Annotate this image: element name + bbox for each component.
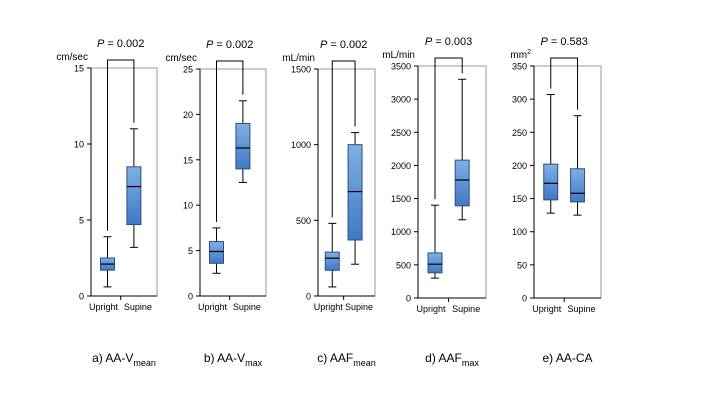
- box-upright: [209, 227, 224, 274]
- y-tick-label: 200: [512, 161, 527, 171]
- y-tick-label: 0: [79, 292, 84, 302]
- significance-bracket: [331, 60, 356, 218]
- x-tick-label: Upright: [89, 302, 119, 312]
- box-iqr: [126, 166, 142, 226]
- x-tick-label: Supine: [233, 302, 261, 312]
- y-tick-label: 250: [512, 128, 527, 138]
- y-tick-label: 10: [74, 140, 84, 150]
- x-tick-label: Supine: [452, 304, 480, 314]
- y-tick-label: 350: [512, 62, 527, 72]
- y-tick-label: 5: [79, 216, 84, 226]
- box-upright: [324, 222, 340, 288]
- panel-caption: c) AAFmean: [317, 351, 376, 368]
- box-iqr: [347, 144, 363, 241]
- p-value-label: P = 0.002: [97, 38, 144, 50]
- y-tick-label: 2500: [391, 128, 411, 138]
- significance-bracket: [550, 57, 579, 110]
- panel-caption: e) AA-CA: [542, 351, 592, 365]
- y-tick-label: 1500: [391, 194, 411, 204]
- x-tick-label: Supine: [345, 302, 373, 312]
- y-tick-label: 0: [188, 292, 193, 302]
- panel-caption: a) AA-Vmean: [92, 351, 156, 368]
- x-tick-label: Upright: [314, 302, 344, 312]
- y-axis-label: cm/sec: [165, 53, 197, 64]
- box-supine: [454, 78, 470, 221]
- y-axis-label: mL/min: [382, 50, 415, 61]
- x-tick-label: Upright: [198, 302, 228, 312]
- box-iqr: [235, 122, 251, 170]
- box-supine: [235, 100, 251, 183]
- box-supine: [347, 132, 363, 265]
- y-tick-label: 500: [396, 260, 411, 270]
- y-tick-label: 15: [183, 155, 193, 165]
- box-iqr: [324, 251, 340, 271]
- y-tick-label: 500: [296, 216, 311, 226]
- y-tick-label: 1000: [391, 227, 411, 237]
- p-value-label: P = 0.583: [540, 36, 587, 48]
- y-tick-label: 150: [512, 194, 527, 204]
- panel-caption: b) AA-Vmax: [204, 351, 263, 368]
- box-iqr: [427, 252, 443, 274]
- box-supine: [570, 115, 586, 216]
- y-tick-label: 2000: [391, 161, 411, 171]
- y-tick-label: 15: [74, 64, 84, 74]
- x-tick-label: Upright: [532, 304, 562, 314]
- significance-bracket: [216, 60, 244, 222]
- y-tick-label: 1500: [291, 65, 311, 75]
- y-tick-label: 3500: [391, 62, 411, 72]
- y-tick-label: 0: [522, 294, 527, 304]
- x-tick-label: Supine: [124, 302, 152, 312]
- box-supine: [126, 128, 142, 248]
- y-tick-label: 300: [512, 95, 527, 105]
- y-tick-label: 0: [306, 292, 311, 302]
- p-value-label: P = 0.003: [425, 36, 472, 48]
- y-tick-label: 10: [183, 201, 193, 211]
- y-tick-label: 0: [406, 294, 411, 304]
- y-tick-label: 25: [183, 65, 193, 75]
- p-value-label: P = 0.002: [320, 39, 367, 51]
- y-tick-label: 100: [512, 227, 527, 237]
- y-tick-label: 5: [188, 246, 193, 256]
- significance-bracket: [434, 57, 463, 200]
- y-tick-label: 3000: [391, 95, 411, 105]
- box-upright: [100, 236, 115, 288]
- y-axis-label: mm2: [510, 49, 531, 61]
- box-iqr: [209, 241, 224, 264]
- panel-caption: d) AAFmax: [425, 351, 479, 368]
- box-upright: [543, 94, 559, 214]
- x-tick-label: Upright: [416, 304, 446, 314]
- box-upright: [427, 204, 443, 279]
- box-iqr: [454, 159, 470, 207]
- y-tick-label: 50: [517, 260, 527, 270]
- y-tick-label: 1000: [291, 140, 311, 150]
- y-tick-label: 20: [183, 110, 193, 120]
- x-tick-label: Supine: [568, 304, 596, 314]
- box-iqr: [570, 168, 586, 203]
- box-iqr: [543, 163, 559, 201]
- y-axis-label: mL/min: [282, 53, 315, 64]
- y-axis-label: cm/sec: [56, 52, 88, 63]
- p-value-label: P = 0.002: [206, 39, 253, 51]
- significance-bracket: [107, 59, 135, 231]
